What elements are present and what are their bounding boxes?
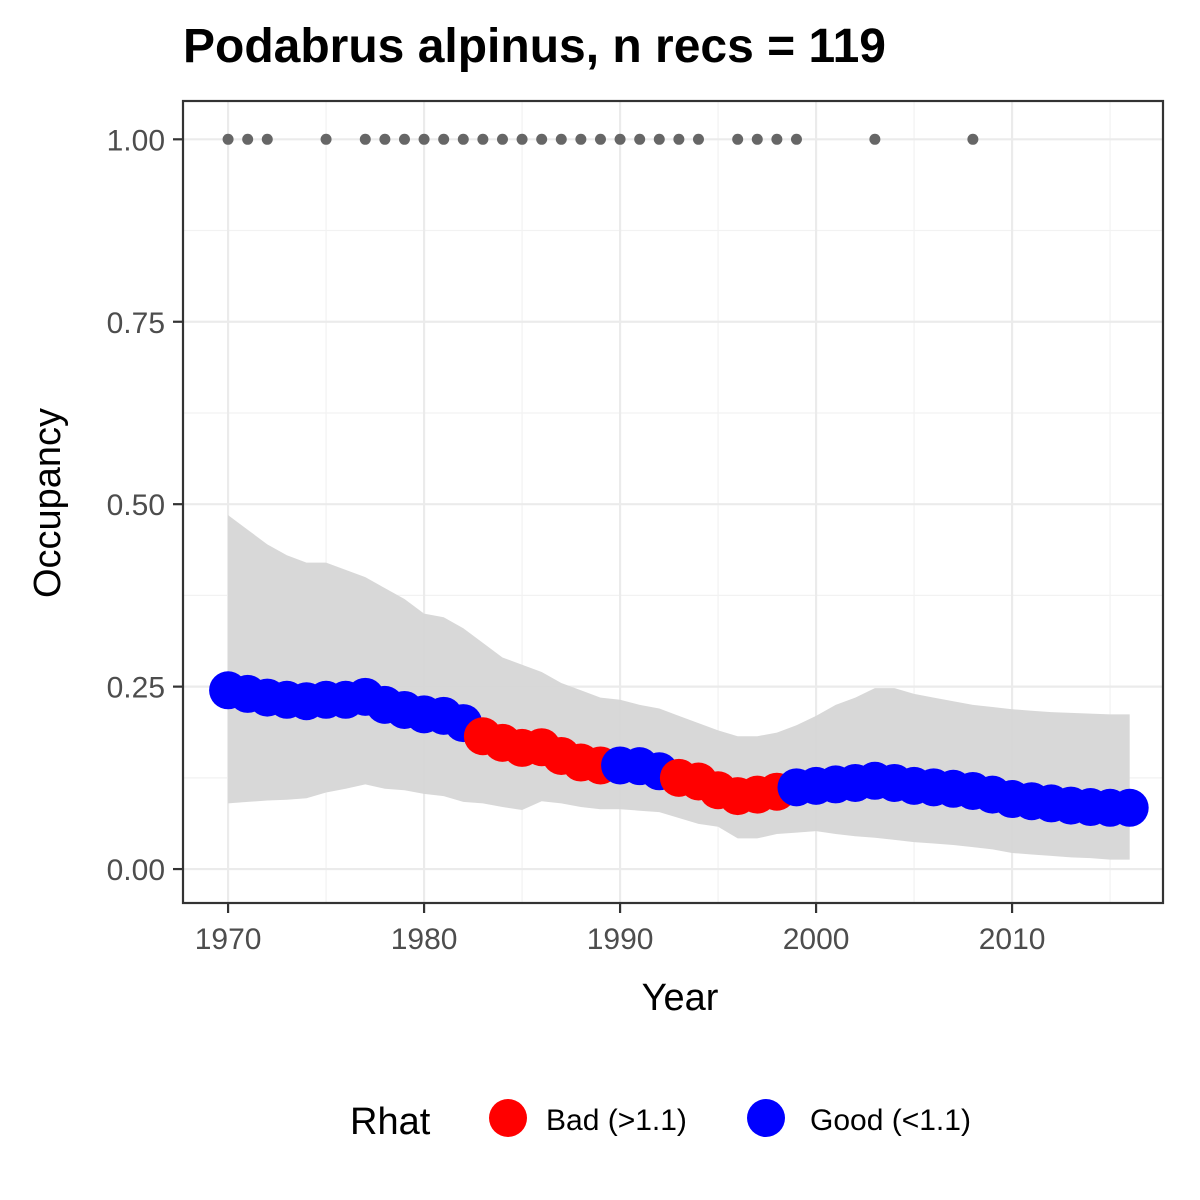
record-point: [418, 133, 430, 145]
occupancy-point: [1110, 788, 1149, 827]
record-point: [477, 133, 489, 145]
x-tick-label: 1990: [587, 923, 654, 956]
record-point: [692, 133, 704, 145]
plot-panel: [181, 99, 1165, 905]
record-point: [222, 133, 234, 145]
record-point: [261, 133, 273, 145]
legend-items: Bad (>1.1) Good (<1.1): [489, 1099, 971, 1137]
legend-key-good: [747, 1099, 785, 1137]
record-point: [594, 133, 606, 145]
record-point: [614, 133, 626, 145]
record-point: [869, 133, 881, 145]
record-point: [242, 133, 254, 145]
x-tick-label: 1970: [195, 923, 262, 956]
record-point: [653, 133, 665, 145]
record-point: [536, 133, 548, 145]
legend-key-bad: [489, 1099, 527, 1137]
record-point: [379, 133, 391, 145]
record-point: [673, 133, 685, 145]
record-point: [516, 133, 528, 145]
y-axis-title: Occupancy: [27, 408, 69, 598]
record-point: [751, 133, 763, 145]
record-point: [359, 133, 371, 145]
y-tick-label: 1.00: [107, 124, 165, 157]
y-axis: 0.00 0.25 0.50 0.75 1.00: [107, 124, 183, 887]
x-tick-label: 2000: [783, 923, 850, 956]
record-point: [457, 133, 469, 145]
x-axis: 1970 1980 1990 2000 2010: [195, 903, 1046, 956]
x-tick-label: 1980: [391, 923, 458, 956]
y-tick-label: 0.00: [107, 854, 165, 887]
record-point: [496, 133, 508, 145]
legend-label-good: Good (<1.1): [810, 1104, 971, 1137]
record-point: [555, 133, 567, 145]
record-point: [320, 133, 332, 145]
y-tick-label: 0.75: [107, 307, 165, 340]
record-point: [398, 133, 410, 145]
record-point: [634, 133, 646, 145]
record-point: [771, 133, 783, 145]
legend-label-bad: Bad (>1.1): [546, 1104, 687, 1137]
chart-title: Podabrus alpinus, n recs = 119: [183, 20, 886, 73]
occupancy-points: [209, 671, 1149, 827]
legend-title: Rhat: [350, 1101, 431, 1143]
record-points: [222, 133, 979, 145]
panel-border: [181, 99, 1165, 905]
record-point: [438, 133, 450, 145]
y-tick-label: 0.50: [107, 489, 165, 522]
record-point: [732, 133, 744, 145]
legend: Rhat Bad (>1.1) Good (<1.1): [350, 1099, 971, 1143]
record-point: [575, 133, 587, 145]
y-tick-label: 0.25: [107, 672, 165, 705]
x-axis-title: Year: [642, 977, 719, 1019]
record-point: [790, 133, 802, 145]
x-tick-label: 2010: [979, 923, 1046, 956]
record-point: [967, 133, 979, 145]
